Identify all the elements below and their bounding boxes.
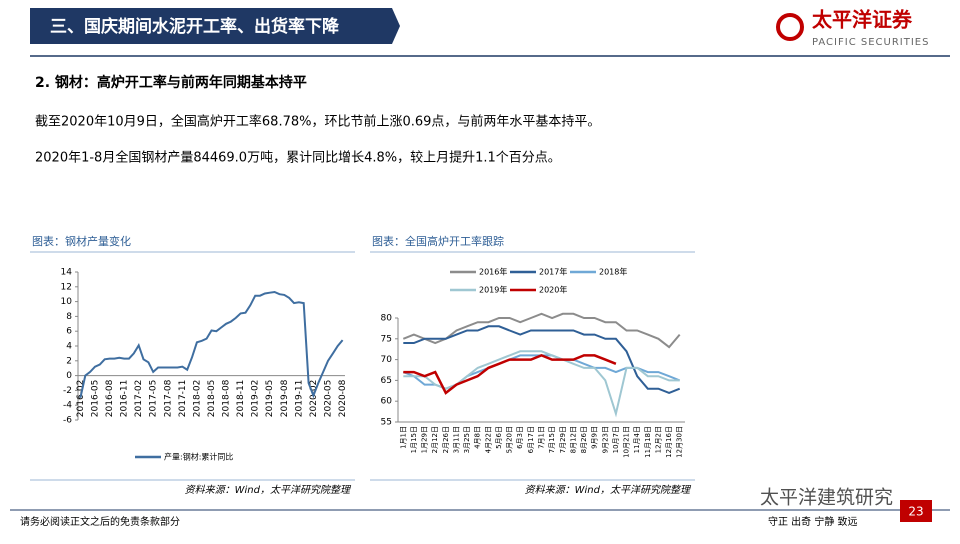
x-tick-label: 2018-02: [192, 380, 202, 418]
y-tick-label: 55: [381, 418, 392, 428]
y-tick-label: 6: [66, 327, 72, 337]
logo: 太平洋证券: [812, 8, 913, 32]
y-tick-label: 65: [381, 376, 392, 386]
source: 资料来源：Wind，太平洋研究院整理: [185, 484, 352, 496]
y-tick-label: -6: [63, 416, 72, 426]
x-tick-label: 1月29日: [421, 426, 429, 453]
y-tick-label: 75: [381, 334, 392, 344]
source: 资料来源：Wind，太平洋研究院整理: [525, 484, 692, 496]
y-tick-label: 80: [381, 314, 393, 324]
slide-title: 三、国庆期间水泥开工率、出货率下降: [50, 16, 340, 37]
x-tick-label: 2月26日: [442, 426, 450, 453]
y-tick-label: 60: [381, 397, 393, 407]
chart-caption: 图表：全国高炉开工率跟踪: [372, 234, 504, 248]
legend-label: 2020年: [539, 285, 567, 295]
logo-icon: [776, 13, 804, 41]
x-tick-label: 10月7日: [612, 426, 620, 453]
x-tick-label: 2016-02: [76, 380, 86, 418]
legend-label: 2019年: [479, 285, 507, 295]
x-tick-label: 8月12日: [569, 426, 577, 453]
series-line: [402, 354, 681, 390]
y-tick-label: 8: [66, 312, 72, 322]
x-tick-label: 2019-02: [251, 380, 261, 418]
x-tick-label: 8月26日: [580, 426, 588, 453]
x-tick-label: 2017-02: [134, 380, 144, 418]
x-tick-label: 2020-08: [338, 379, 348, 417]
x-tick-label: 1月1日: [399, 426, 407, 449]
x-tick-label: 7月15日: [548, 426, 556, 453]
series-line: [402, 312, 681, 349]
page-number: 23: [908, 505, 923, 519]
legend-label: 2016年: [479, 267, 507, 277]
x-tick-label: 5月6日: [495, 426, 503, 449]
x-tick-label: 9月23日: [601, 426, 609, 453]
legend-label: 产量:钢材:累计同比: [164, 452, 233, 462]
x-tick-label: 12月30日: [676, 426, 684, 458]
paragraph: 截至2020年10月9日，全国高炉开工率68.78%，环比节前上涨0.69点，与…: [35, 114, 600, 130]
y-tick-label: 4: [66, 342, 72, 352]
x-tick-label: 10月21日: [623, 426, 631, 458]
x-tick-label: 12月16日: [665, 426, 673, 458]
series-line: [79, 290, 344, 399]
y-tick-label: 2: [66, 356, 72, 366]
x-tick-label: 2017-11: [178, 380, 188, 418]
x-tick-label: 4月8日: [474, 426, 482, 449]
y-tick-label: -4: [63, 401, 72, 411]
x-tick-label: 2月12日: [431, 426, 439, 453]
legend-label: 2017年: [539, 267, 567, 277]
x-tick-label: 2017-05: [149, 380, 159, 418]
x-tick-label: 2020-02: [309, 380, 319, 418]
x-tick-label: 2019-05: [265, 380, 275, 418]
title-bar: [30, 8, 400, 44]
y-tick-label: 10: [61, 297, 73, 307]
motto: 守正 出奇 宁静 致远: [768, 515, 858, 528]
x-tick-label: 2016-08: [105, 379, 115, 417]
x-tick-label: 2016-05: [90, 380, 100, 418]
series-line: [403, 350, 680, 418]
y-tick-label: 0: [66, 371, 72, 381]
x-tick-label: 2018-08: [222, 379, 232, 417]
x-tick-label: 2019-11: [294, 380, 304, 418]
series-line: [403, 354, 617, 395]
x-tick-label: 1月15日: [410, 426, 418, 453]
x-tick-label: 2016-11: [120, 380, 130, 418]
x-tick-label: 9月9日: [591, 426, 599, 449]
x-tick-label: 2017-08: [163, 379, 173, 417]
x-tick-label: 7月29日: [559, 426, 567, 453]
series-line: [403, 325, 681, 394]
x-tick-label: 2020-05: [324, 380, 334, 418]
chart-caption: 图表：钢材产量变化: [32, 234, 131, 248]
x-tick-label: 11月18日: [644, 426, 652, 458]
x-tick-label: 2018-05: [207, 380, 217, 418]
x-tick-label: 2019-08: [280, 379, 290, 417]
x-tick-label: 6月17日: [527, 426, 535, 453]
y-tick-label: 12: [61, 282, 72, 292]
logo-en: PACIFIC SECURITIES: [812, 37, 929, 48]
watermark: 太平洋建筑研究: [760, 487, 893, 509]
x-tick-label: 3月11日: [452, 426, 460, 453]
x-tick-label: 7月1日: [538, 426, 546, 449]
y-tick-label: 14: [61, 268, 73, 278]
legend-label: 2018年: [599, 267, 627, 277]
y-tick-label: -2: [63, 386, 72, 396]
section-heading: 2. 钢材：高炉开工率与前两年同期基本持平: [35, 74, 307, 91]
x-tick-label: 4月22日: [484, 426, 492, 453]
x-tick-label: 6月3日: [516, 426, 524, 449]
disclaimer: 请务必阅读正文之后的免责条款部分: [20, 515, 180, 528]
paragraph: 2020年1-8月全国钢材产量84469.0万吨，累计同比增长4.8%，较上月提…: [35, 150, 561, 166]
x-tick-label: 3月25日: [463, 426, 471, 453]
page-box: [900, 500, 932, 522]
x-tick-label: 11月4日: [633, 426, 641, 453]
x-tick-label: 5月20日: [506, 426, 514, 453]
x-tick-label: 12月2日: [654, 426, 662, 453]
x-tick-label: 2018-11: [236, 380, 246, 418]
y-tick-label: 70: [381, 355, 393, 365]
